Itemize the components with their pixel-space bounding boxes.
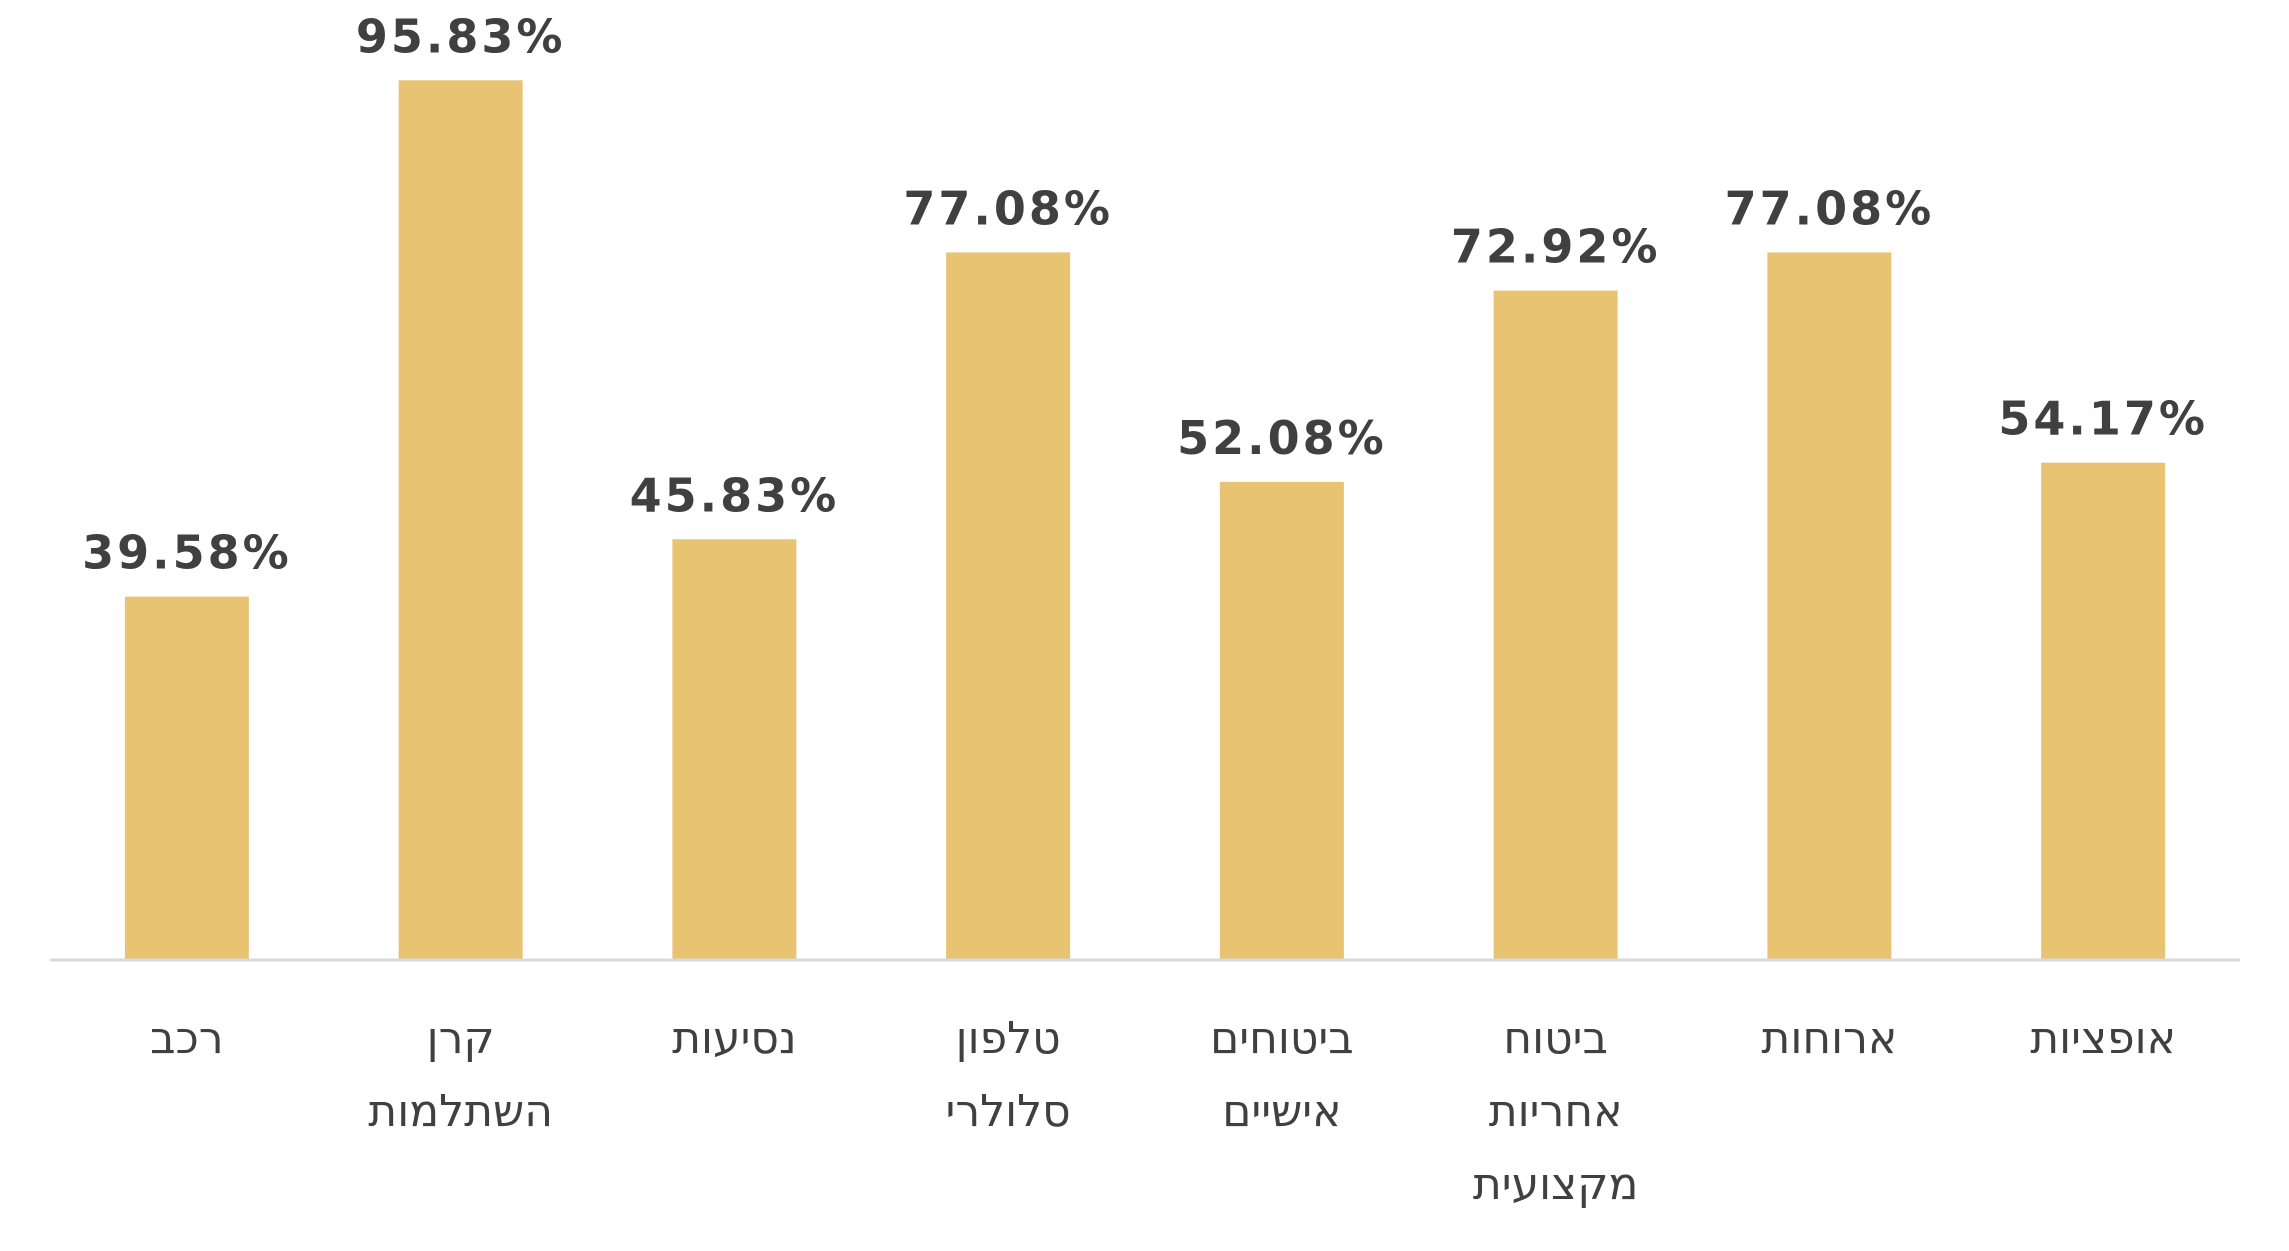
bar-value-label: 52.08% — [1177, 411, 1387, 465]
bar-value-label: 77.08% — [903, 181, 1113, 235]
category-label: אופציות — [2030, 1013, 2176, 1064]
bar — [2041, 462, 2166, 960]
category-label: ביטוחים אישיים — [1210, 1013, 1354, 1137]
bar — [672, 539, 797, 960]
category-label-line: טלפון — [956, 1013, 1061, 1064]
category-label-line: ארוחות — [1761, 1013, 1897, 1064]
category-label-line: אחריות — [1489, 1086, 1623, 1137]
bar-value-label: 95.83% — [356, 9, 566, 63]
bar-value-label: 39.58% — [82, 526, 292, 580]
bar — [946, 252, 1071, 961]
category-label-line: אישיים — [1222, 1086, 1341, 1137]
bars-group — [124, 80, 2166, 961]
bar-value-label: 45.83% — [630, 468, 840, 522]
category-label-line: קרן — [427, 1013, 495, 1064]
bar — [398, 80, 523, 961]
category-label-line: מקצועית — [1473, 1159, 1639, 1210]
category-label: ארוחות — [1761, 1013, 1897, 1064]
category-label-line: השתלמות — [368, 1086, 553, 1137]
bar-value-label: 72.92% — [1451, 220, 1661, 274]
bar-value-label: 54.17% — [1998, 392, 2208, 446]
bar — [124, 596, 249, 960]
bar — [1767, 252, 1892, 961]
category-label: רכב — [150, 1013, 224, 1064]
category-label-line: סלולרי — [946, 1086, 1071, 1137]
category-label: ביטוח אחריות מקצועית — [1473, 1013, 1639, 1210]
category-label: קרן השתלמות — [368, 1013, 553, 1137]
bar — [1219, 481, 1344, 960]
category-label: נסיעות — [672, 1013, 796, 1064]
value-labels-group: 39.58% 95.83% 45.83% 77.08% 52.08% 72.92% 77.0… — [82, 9, 2208, 580]
category-label-line: אופציות — [2030, 1013, 2176, 1064]
category-label-line: רכב — [150, 1013, 224, 1064]
bar-value-label: 77.08% — [1725, 181, 1935, 235]
category-label: טלפון סלולרי — [946, 1013, 1071, 1137]
category-labels-group: רכב קרן השתלמות נסיעות טלפון סלולרי ביטוחים איש… — [150, 1013, 2176, 1210]
category-label-line: ביטוחים — [1210, 1013, 1354, 1064]
bar — [1493, 290, 1618, 961]
category-label-line: נסיעות — [672, 1013, 796, 1064]
category-label-line: ביטוח — [1503, 1013, 1608, 1064]
